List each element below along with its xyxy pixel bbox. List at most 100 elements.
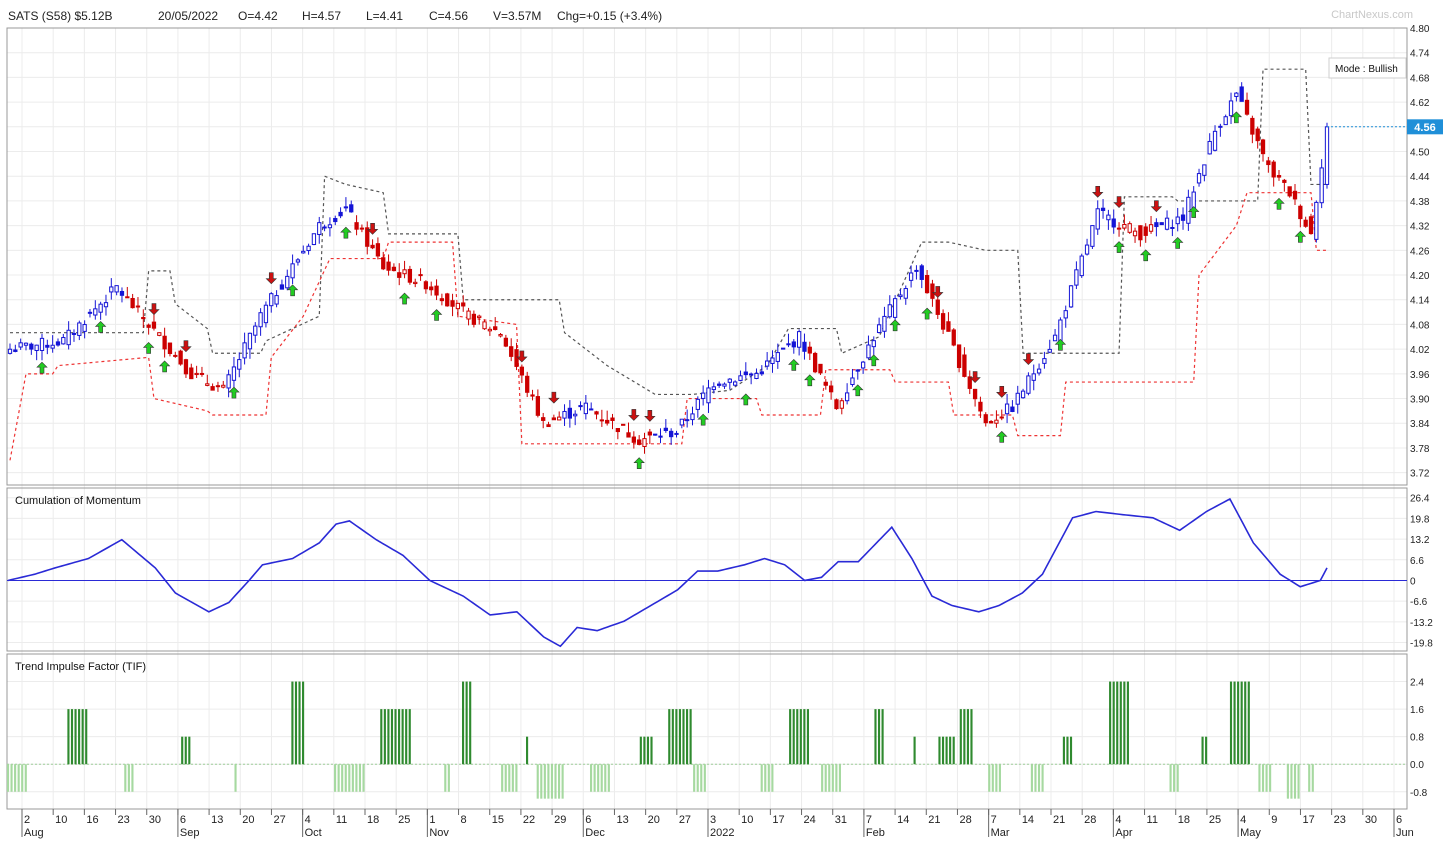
candle-body	[274, 295, 279, 305]
candle-body	[663, 427, 668, 431]
tif-bar-positive	[1126, 681, 1129, 765]
momentum-panel: Cumulation of Momentum 26.4 19.8 13.2 6.6 0 -…	[6, 487, 1433, 652]
candle-body	[706, 387, 711, 404]
tif-bar-negative	[1311, 764, 1314, 792]
candle-body	[338, 211, 343, 217]
sell-signal-arrow	[1022, 353, 1035, 365]
date-tick-label: 14	[897, 814, 909, 826]
month-label: Sep	[180, 827, 200, 839]
candle-body	[1175, 216, 1180, 225]
month-label: Nov	[429, 827, 449, 839]
candle-body	[605, 419, 610, 424]
candle-body	[1015, 392, 1020, 405]
candle-body	[871, 340, 876, 348]
tif-bar-negative	[593, 764, 596, 792]
candle-body	[1271, 161, 1276, 178]
tif-bar-positive	[792, 709, 795, 765]
buy-signal-arrow	[1113, 241, 1125, 253]
candle-body	[615, 428, 620, 433]
candle-body	[557, 416, 562, 421]
momentum-tick-label: 6.6	[1410, 556, 1424, 567]
candle-body	[1079, 255, 1084, 277]
candle-body	[1186, 196, 1191, 224]
candle-body	[1308, 216, 1314, 235]
buy-signal-arrow	[1187, 206, 1200, 218]
buy-signal-arrow	[228, 386, 240, 399]
candle-body	[1223, 116, 1228, 126]
sell-signal-arrow	[265, 272, 277, 285]
tif-bar-positive	[462, 681, 465, 765]
tif-bar-positive	[294, 681, 298, 765]
price-tick-label: 4.44	[1410, 172, 1430, 183]
tif-bar-negative	[760, 764, 763, 792]
candle-body	[50, 344, 55, 349]
candle-body	[199, 372, 205, 375]
tif-bar-negative	[1037, 764, 1041, 792]
tif-bar-negative	[1297, 764, 1300, 799]
buy-signal-arrow	[868, 354, 880, 367]
tif-bar-negative	[1041, 764, 1044, 792]
candle-body	[594, 411, 599, 415]
candle-body	[1303, 219, 1308, 227]
month-label: Mar	[991, 827, 1010, 839]
candle-body	[914, 269, 919, 272]
candle-body	[802, 341, 807, 352]
candle-body	[205, 383, 210, 386]
tif-bar-positive	[970, 709, 973, 765]
candle-body	[1100, 207, 1106, 211]
tif-bar-negative	[693, 764, 696, 792]
candle-body	[477, 315, 482, 319]
candle-body	[1276, 175, 1282, 178]
tif-bar-positive	[881, 709, 884, 765]
tif-bar-negative	[557, 764, 561, 799]
month-label: Dec	[585, 827, 605, 839]
price-tick-label: 4.26	[1410, 246, 1430, 257]
candle-body	[306, 245, 311, 252]
candle-body	[567, 407, 573, 419]
price-tick-label: 3.90	[1410, 395, 1430, 406]
buy-signal-arrow	[142, 342, 155, 354]
high-label: H=4.57	[302, 9, 342, 23]
price-tick-label: 4.62	[1410, 98, 1430, 109]
candle-body	[1250, 117, 1255, 135]
date-tick-label: 16	[86, 814, 98, 826]
tif-bar-positive	[945, 736, 948, 765]
tif-bar-negative	[447, 764, 450, 792]
tif-bar-negative	[600, 764, 603, 792]
tif-bar-positive	[1205, 736, 1208, 765]
candle-body	[189, 367, 194, 380]
tif-bar-positive	[685, 709, 689, 765]
tif-bar-positive	[1109, 681, 1112, 765]
candle-body	[279, 284, 285, 290]
candle-body	[1159, 222, 1164, 226]
candle-body	[391, 266, 397, 272]
candle-body	[418, 274, 423, 277]
date-tick-label: 25	[398, 814, 410, 826]
candle-body	[717, 383, 722, 386]
candle-body	[1036, 368, 1042, 374]
tif-bar-positive	[526, 736, 529, 765]
candle-body	[892, 298, 898, 318]
candle-body	[844, 392, 850, 402]
candle-body	[301, 250, 306, 254]
tif-bar-negative	[547, 764, 550, 799]
sell-signal-arrow	[996, 386, 1008, 398]
candle-body	[498, 333, 503, 337]
tif-tick-label: 2.4	[1410, 678, 1424, 689]
tif-bars	[6, 681, 1314, 799]
date-tick-label: 7	[991, 814, 997, 826]
tif-bar-positive	[789, 709, 792, 765]
candle-body	[439, 298, 445, 302]
tif-bar-negative	[501, 764, 504, 792]
tif-bar-positive	[650, 736, 653, 765]
tif-bar-positive	[639, 736, 642, 765]
tif-bar-positive	[405, 709, 408, 765]
tif-bar-negative	[604, 764, 607, 792]
candle-body	[125, 296, 130, 299]
month-label: Aug	[24, 827, 44, 839]
price-tick-label: 3.84	[1410, 419, 1430, 430]
last-price-tag	[1407, 119, 1443, 135]
candle-body	[1266, 160, 1271, 166]
